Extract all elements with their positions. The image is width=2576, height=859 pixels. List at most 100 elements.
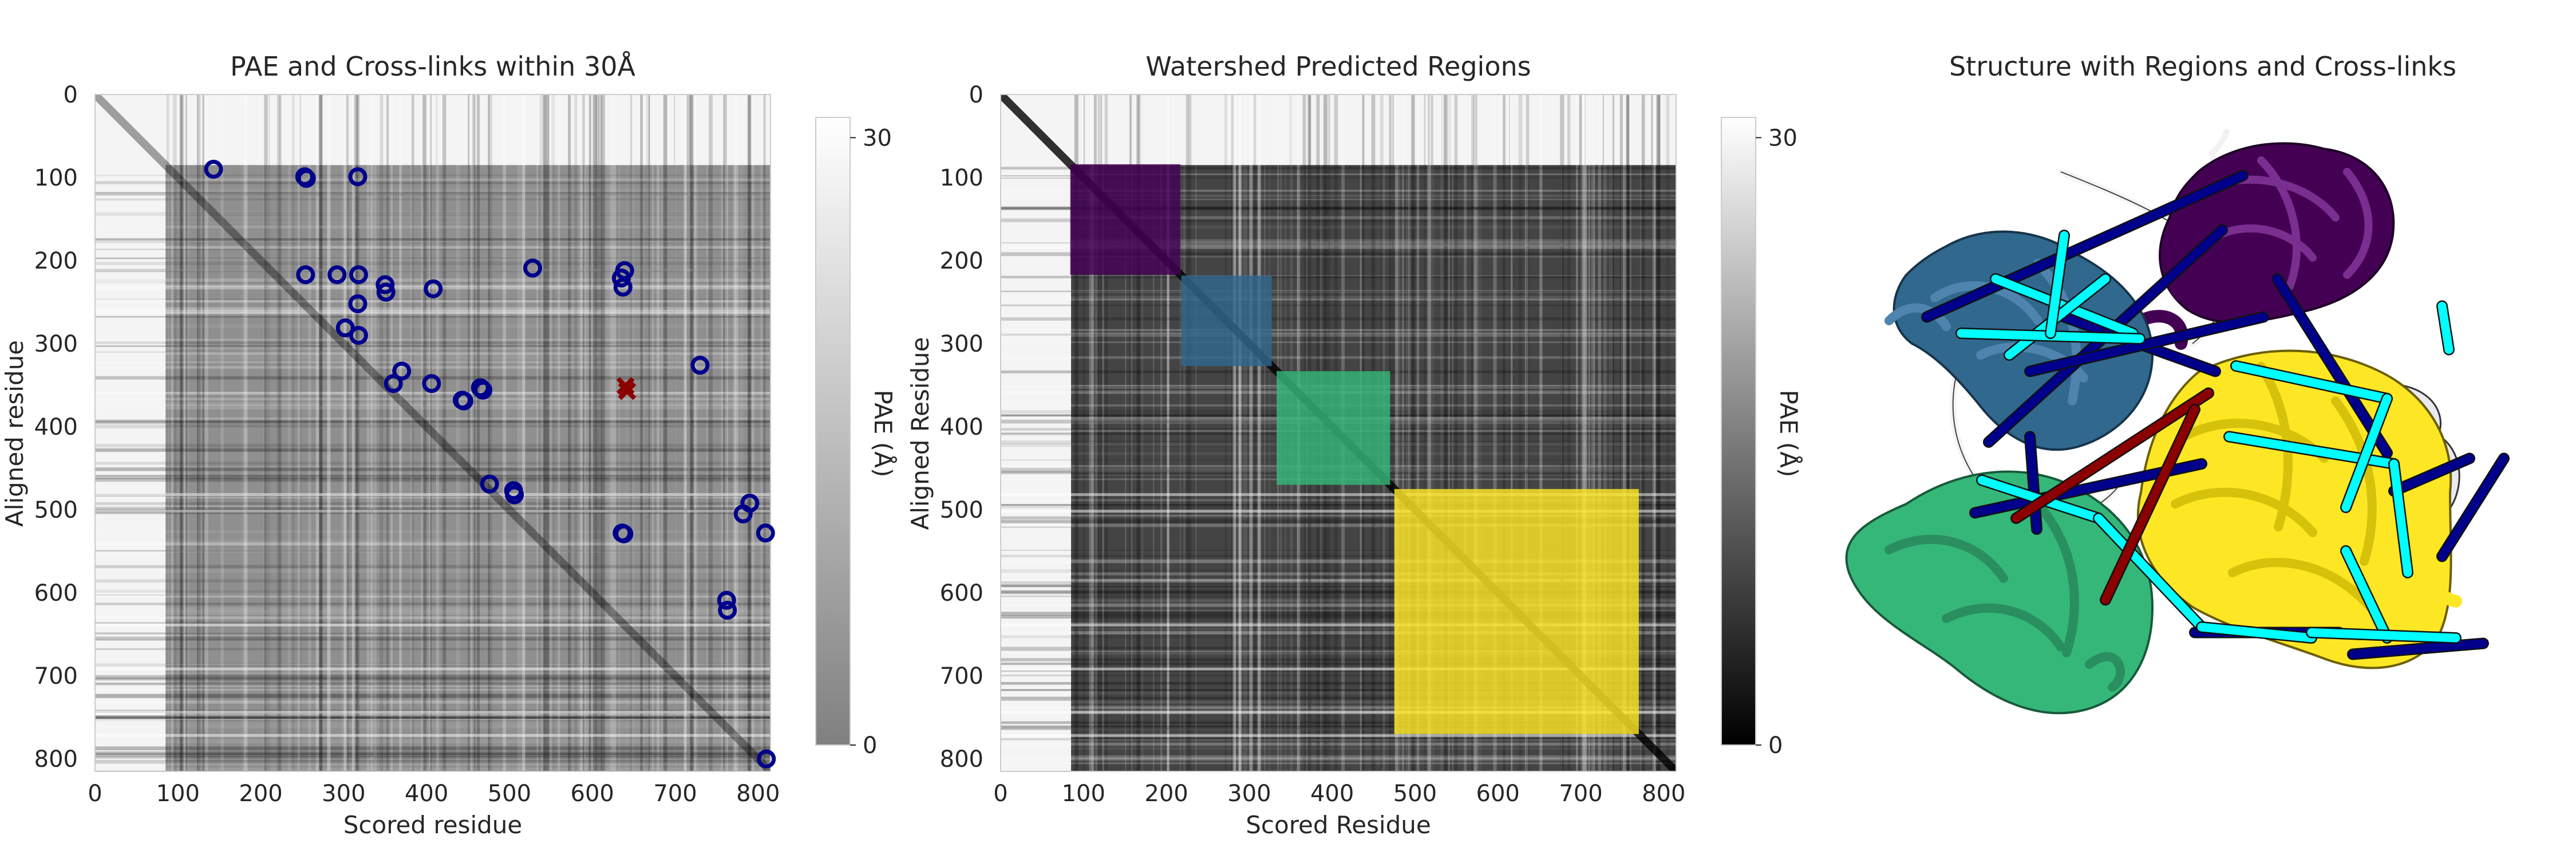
crosslink-satisfied-marker [349, 326, 368, 345]
heatmap-row-stripe [1001, 691, 1676, 695]
heatmap-row-stripe [1001, 333, 1676, 334]
heatmap-column-stripe [1475, 94, 1480, 771]
heatmap-column-stripe [1093, 94, 1096, 771]
x-tick-labels: 0 100 200 300 400 500 600 700 800 [993, 781, 1685, 807]
heatmap-row-stripe [95, 309, 771, 314]
heatmap-column-stripe [1473, 94, 1476, 771]
heatmap-column-stripe [1582, 94, 1586, 771]
heatmap-column-stripe [1518, 94, 1523, 771]
heatmap-column-stripe [694, 94, 696, 771]
heatmap-column-stripe [706, 94, 708, 771]
heatmap-row-stripe [1001, 499, 1676, 502]
crosslink-satisfied-marker [392, 361, 412, 381]
heatmap-row-stripe [95, 419, 771, 424]
heatmap-row-stripe [1001, 291, 1676, 293]
heatmap-column-stripe [1167, 94, 1170, 771]
heatmap-column-stripe [1136, 94, 1140, 771]
heatmap-row-stripe [95, 443, 771, 448]
heatmap-bright-column [327, 94, 331, 771]
heatmap-column-stripe [1167, 94, 1170, 771]
crosslink-satisfied-marker [384, 374, 403, 393]
heatmap-row-stripe [95, 462, 771, 465]
heatmap-column-stripe [1401, 94, 1404, 771]
heatmap-column-stripe [694, 94, 698, 771]
heatmap-column-stripe [390, 94, 393, 771]
heatmap-row-stripe [95, 188, 771, 193]
heatmap-column-stripe [1153, 94, 1155, 771]
heatmap-row-stripe [95, 478, 771, 482]
heatmap-bright-row [1001, 493, 1676, 497]
heatmap-row-stripe [1001, 333, 1676, 336]
heatmap-row-stripe [95, 366, 771, 369]
heatmap-row-stripe [95, 257, 771, 259]
y-tick-label: 0 [64, 82, 78, 108]
heatmap-row-stripe [95, 211, 771, 213]
heatmap-row-stripe [1001, 166, 1676, 170]
heatmap-column-stripe [357, 94, 359, 771]
heatmap-column-stripe [1253, 94, 1256, 771]
heatmap-row-stripe [1001, 195, 1676, 196]
heatmap-row-stripe [1001, 290, 1676, 291]
heatmap-column-stripe [543, 94, 547, 771]
heatmap-column-stripe [1654, 94, 1656, 771]
heatmap-column-stripe [539, 94, 543, 771]
heatmap-bright-column [1249, 94, 1253, 771]
y-tick-label: 300 [34, 331, 78, 357]
crosslink-intra-line [2094, 514, 2206, 632]
heatmap-row-stripe [95, 539, 771, 543]
heatmap-column-stripe [647, 94, 651, 771]
x-axis-label: Scored residue [343, 811, 523, 839]
heatmap-column-stripe [1623, 94, 1625, 771]
heatmap-column-stripe [1539, 94, 1543, 771]
heatmap-row-stripe [95, 756, 771, 759]
heatmap-row-stripe [95, 352, 771, 356]
heatmap-column-stripe [421, 94, 425, 771]
plot-frame [94, 94, 771, 772]
heatmap-column-stripe [1141, 94, 1144, 771]
heatmap-row-stripe [95, 511, 771, 514]
heatmap-column-stripe [684, 94, 688, 771]
heatmap-row-stripe [95, 579, 771, 583]
heatmap-row-stripe [1001, 195, 1676, 198]
heatmap-column-stripe [1389, 94, 1392, 771]
heatmap-row-stripe [95, 632, 771, 633]
heatmap-row-stripe [95, 346, 771, 350]
heatmap-column-stripe [308, 94, 311, 771]
heatmap-column-stripe [1589, 94, 1590, 771]
heatmap-column-stripe [386, 94, 389, 771]
crosslink-satisfied-marker [613, 277, 633, 297]
heatmap-column-stripe [592, 94, 597, 771]
heatmap-row-stripe [1001, 755, 1676, 759]
heatmap-column-stripe [1448, 94, 1450, 771]
heatmap-row-stripe [95, 345, 771, 348]
heatmap-column-stripe [739, 94, 744, 771]
heatmap-column-stripe [1224, 94, 1227, 771]
pae-heatmap [95, 94, 771, 771]
heatmap-row-stripe [1001, 578, 1676, 582]
heatmap-row-stripe [1001, 651, 1676, 655]
heatmap-row-stripe [95, 715, 771, 719]
heatmap-row-stripe [1001, 635, 1676, 639]
heatmap-column-stripe [1526, 94, 1530, 771]
heatmap-row-stripe [95, 549, 771, 551]
heatmap-row-stripe [1001, 167, 1676, 170]
heatmap-row-stripe [95, 427, 771, 429]
region-4-overlay [1394, 488, 1639, 734]
heatmap-row-stripe [1001, 199, 1676, 200]
y-tick-label: 100 [34, 165, 78, 191]
heatmap-column-stripe [1602, 94, 1604, 771]
x-axis-label: Scored Residue [1246, 811, 1431, 839]
heatmap-row-stripe [95, 477, 771, 479]
heatmap-row-stripe [95, 503, 771, 506]
y-tick-label: 800 [940, 746, 983, 773]
heatmap-column-stripe [685, 94, 686, 771]
crosslink-inter-line [1922, 171, 2247, 321]
heatmap-column-stripe [1074, 94, 1078, 771]
heatmap-column-stripe [597, 94, 600, 771]
heatmap-row-stripe [95, 393, 771, 395]
heatmap-column-stripe [1583, 94, 1587, 771]
heatmap-bright-row [95, 734, 771, 737]
heatmap-row-stripe [1001, 549, 1676, 551]
crosslink-inter-line [2025, 313, 2268, 376]
crosslink-satisfied-marker [204, 160, 223, 179]
